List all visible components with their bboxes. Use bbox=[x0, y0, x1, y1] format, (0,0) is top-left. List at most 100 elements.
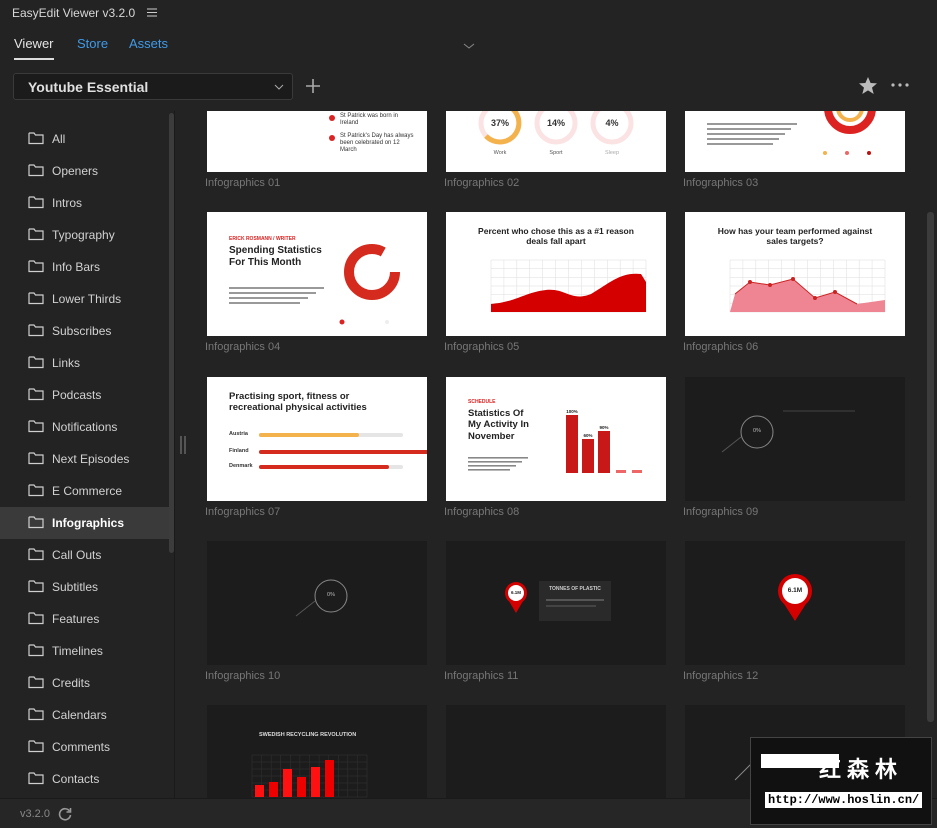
category-label: Lower Thirds bbox=[52, 292, 122, 306]
thumb-graphic bbox=[468, 415, 642, 473]
category-item[interactable]: All bbox=[0, 123, 170, 155]
thumb-graphic bbox=[251, 754, 368, 798]
tab[interactable]: Store bbox=[77, 36, 109, 51]
category-item[interactable]: Typography bbox=[0, 219, 170, 251]
category-item[interactable]: Calendars bbox=[0, 699, 170, 731]
thumbnail[interactable]: 0% bbox=[207, 541, 427, 665]
thumb-text: Austria bbox=[229, 431, 248, 437]
thumb-graphic bbox=[329, 115, 335, 141]
category-item[interactable]: Infographics bbox=[0, 507, 170, 539]
category-label: Intros bbox=[52, 196, 83, 210]
collection-dropdown[interactable]: Youtube Essential bbox=[13, 73, 293, 100]
thumbnail[interactable] bbox=[446, 705, 666, 798]
thumbnail[interactable]: SCHEDULE Statistics Of My Activity In Nov… bbox=[446, 377, 666, 501]
category-item[interactable]: E Commerce bbox=[0, 475, 170, 507]
thumb-text: 100% bbox=[566, 409, 578, 414]
title-bar: EasyEdit Viewer v3.2.0 bbox=[0, 0, 937, 28]
thumbnail[interactable]: Percent who chose this as a #1 reason de… bbox=[446, 212, 666, 336]
thumbnail[interactable]: 6.1M bbox=[685, 541, 905, 665]
tab[interactable]: Viewer bbox=[14, 36, 54, 60]
category-item[interactable]: Next Episodes bbox=[0, 443, 170, 475]
category-item[interactable]: Lower Thirds bbox=[0, 283, 170, 315]
folder-icon bbox=[28, 612, 44, 625]
thumb-text: 4% bbox=[605, 118, 619, 128]
category-item[interactable]: Intros bbox=[0, 187, 170, 219]
category-item[interactable]: Comments bbox=[0, 731, 170, 763]
category-item[interactable]: Links bbox=[0, 347, 170, 379]
thumb-text: 37% bbox=[490, 118, 509, 128]
thumb-text: 14% bbox=[546, 118, 565, 128]
thumb-text: Sport bbox=[549, 150, 563, 156]
thumb-text: SCHEDULE bbox=[468, 399, 496, 405]
watermark-url: http://www.hoslin.cn/ bbox=[765, 792, 923, 808]
category-item[interactable]: Credits bbox=[0, 667, 170, 699]
tab[interactable]: Assets bbox=[129, 36, 169, 51]
category-item[interactable]: Info Bars bbox=[0, 251, 170, 283]
thumb-text: Denmark bbox=[229, 463, 253, 469]
folder-icon bbox=[28, 516, 44, 529]
thumbnail[interactable]: Practising sport, fitness or recreationa… bbox=[207, 377, 427, 501]
thumbnail[interactable]: How has your team performed against sale… bbox=[685, 212, 905, 336]
category-label: Next Episodes bbox=[52, 452, 130, 466]
category-item[interactable]: Notifications bbox=[0, 411, 170, 443]
thumbnail[interactable]: 0% bbox=[685, 377, 905, 501]
thumb-text: How has your team performed against sale… bbox=[717, 226, 873, 247]
folder-icon bbox=[28, 324, 44, 337]
thumb-text: St Patrick's Day has always been celebra… bbox=[340, 133, 414, 154]
category-label: Notifications bbox=[52, 420, 118, 434]
thumb-text: 90% bbox=[599, 425, 609, 430]
sidebar-scrollbar[interactable] bbox=[169, 113, 174, 553]
thumbnail[interactable] bbox=[685, 111, 905, 172]
thumbnail[interactable]: 6.1M TONNES OF PLASTIC bbox=[446, 541, 666, 665]
app-title: EasyEdit Viewer v3.2.0 bbox=[12, 6, 136, 20]
thumb-graphic bbox=[478, 111, 634, 145]
thumb-graphic bbox=[229, 244, 400, 325]
thumbnail[interactable]: ERICK ROSMANN / WRITER Spending Statistic… bbox=[207, 212, 427, 336]
thumbnail[interactable]: SWEDISH RECYCLING REVOLUTION bbox=[207, 705, 427, 798]
category-label: Info Bars bbox=[52, 260, 101, 274]
thumbnail-label: Infographics 06 bbox=[683, 341, 759, 353]
category-item[interactable]: Timelines bbox=[0, 635, 170, 667]
thumb-graphic bbox=[446, 705, 666, 798]
thumb-text: Finland bbox=[229, 448, 249, 454]
thumb-text: Percent who chose this as a #1 reason de… bbox=[478, 226, 634, 247]
menu-icon[interactable] bbox=[146, 8, 157, 17]
category-label: Openers bbox=[52, 164, 99, 178]
category-item[interactable]: Subscribes bbox=[0, 315, 170, 347]
thumb-graphic bbox=[729, 259, 886, 313]
favorite-button[interactable] bbox=[858, 76, 878, 95]
collapse-icon[interactable] bbox=[463, 42, 475, 50]
category-item[interactable]: Call Outs bbox=[0, 539, 170, 571]
category-item[interactable]: Contacts bbox=[0, 763, 170, 795]
thumb-text: Work bbox=[493, 150, 507, 156]
add-button[interactable] bbox=[305, 78, 321, 94]
category-item[interactable]: Openers bbox=[0, 155, 170, 187]
folder-icon bbox=[28, 548, 44, 561]
thumbnail[interactable]: St Patrick was born in Ireland St Patrick… bbox=[207, 111, 427, 172]
version: v3.2.0 bbox=[20, 808, 50, 820]
thumbnail-label: Infographics 10 bbox=[205, 670, 281, 682]
folder-icon bbox=[28, 580, 44, 593]
thumb-text: TONNES OF PLASTIC bbox=[549, 586, 601, 592]
category-item[interactable]: Features bbox=[0, 603, 170, 635]
folder-icon bbox=[28, 388, 44, 401]
more-button[interactable] bbox=[891, 83, 909, 87]
resize-handle[interactable] bbox=[180, 436, 186, 454]
grid-scrollbar[interactable] bbox=[927, 212, 934, 722]
category-label: Timelines bbox=[52, 644, 103, 658]
category-item[interactable]: Subtitles bbox=[0, 571, 170, 603]
category-item[interactable]: Podcasts bbox=[0, 379, 170, 411]
thumbnail[interactable]: 37% Work 14% Sport 4% Sleep bbox=[446, 111, 666, 172]
thumb-text: Practising sport, fitness or recreationa… bbox=[229, 391, 367, 414]
folder-icon bbox=[28, 292, 44, 305]
watermark-brand: 红森林 bbox=[819, 757, 904, 782]
thumbnail-label: Infographics 02 bbox=[444, 177, 520, 189]
refresh-button[interactable] bbox=[58, 807, 72, 821]
thumbnail-label: Infographics 12 bbox=[683, 670, 759, 682]
folder-icon bbox=[28, 708, 44, 721]
thumb-graphic bbox=[259, 433, 427, 469]
thumb-text: Sleep bbox=[604, 150, 620, 156]
category-label: Infographics bbox=[52, 516, 125, 530]
folder-icon bbox=[28, 260, 44, 273]
